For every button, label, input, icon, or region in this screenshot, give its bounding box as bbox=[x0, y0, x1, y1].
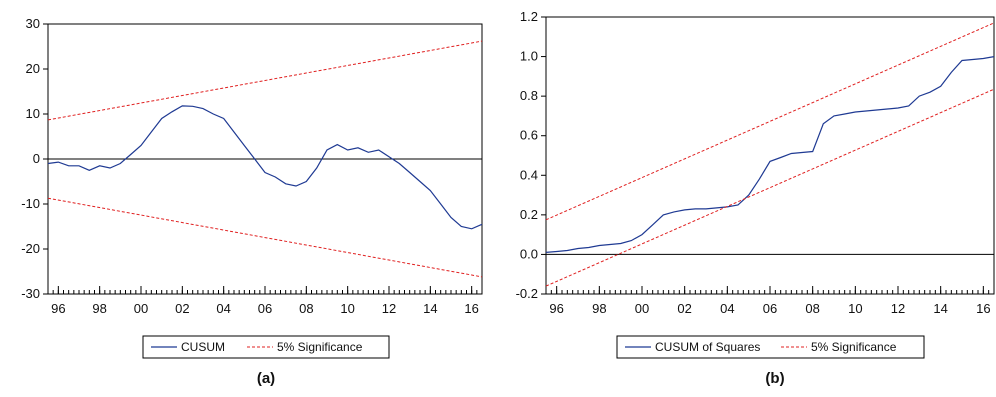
y-tick-label: 0.2 bbox=[520, 207, 538, 222]
x-tick-label: 12 bbox=[891, 301, 905, 316]
x-tick-label: 98 bbox=[92, 301, 106, 316]
cusum-of-squares-panel: 1.2 1.0 0.8 0.6 0.4 0.2 0.0 -0.2 96 98 00 02 04 06 08 1… bbox=[516, 9, 995, 387]
significance-bound-line bbox=[545, 88, 995, 287]
x-tick-label: 10 bbox=[848, 301, 862, 316]
y-tick-label: 20 bbox=[26, 61, 40, 76]
x-tick-label: 08 bbox=[299, 301, 313, 316]
y-tick-label: -20 bbox=[21, 241, 40, 256]
x-tick-label: 96 bbox=[549, 301, 563, 316]
y-tick-label: 30 bbox=[26, 16, 40, 31]
y-tick-label: 10 bbox=[26, 106, 40, 121]
panel-label: (a) bbox=[257, 370, 275, 387]
x-tick-label: 12 bbox=[382, 301, 396, 316]
y-tick-label: 0.4 bbox=[520, 167, 538, 182]
x-tick-label: 14 bbox=[933, 301, 947, 316]
x-tick-label: 06 bbox=[763, 301, 777, 316]
x-tick-label: 14 bbox=[423, 301, 437, 316]
legend-label-series: CUSUM of Squares bbox=[655, 340, 760, 354]
x-tick-label: 04 bbox=[720, 301, 734, 316]
x-tick-label: 98 bbox=[592, 301, 606, 316]
x-tick-label: 06 bbox=[258, 301, 272, 316]
legend-label-series: CUSUM bbox=[181, 340, 225, 354]
significance-bound-line bbox=[47, 40, 483, 121]
y-tick-label: 0.8 bbox=[520, 88, 538, 103]
y-tick-label: 1.0 bbox=[520, 49, 538, 64]
y-tick-label: 0 bbox=[33, 151, 40, 166]
x-tick-label: 16 bbox=[464, 301, 478, 316]
legend-box bbox=[616, 335, 925, 359]
x-tick-label: 00 bbox=[134, 301, 148, 316]
y-tick-label: 1.2 bbox=[520, 9, 538, 24]
cusum-panel: 30 20 10 0 -10 -20 -30 96 98 00 02 04 06 08 10 12 14 16 CU… bbox=[21, 16, 483, 387]
x-tick-label: 00 bbox=[635, 301, 649, 316]
legend-label-significance: 5% Significance bbox=[277, 340, 363, 354]
plot-frame bbox=[545, 16, 995, 295]
x-tick-label: 08 bbox=[805, 301, 819, 316]
panel-label: (b) bbox=[765, 370, 784, 387]
x-tick-label: 04 bbox=[216, 301, 230, 316]
series-line bbox=[545, 56, 995, 253]
x-tick-label: 02 bbox=[175, 301, 189, 316]
y-tick-label: 0.6 bbox=[520, 128, 538, 143]
legend-box bbox=[142, 335, 390, 359]
y-tick-label: 0.0 bbox=[520, 246, 538, 261]
y-tick-label: -0.2 bbox=[516, 286, 538, 301]
series-line bbox=[47, 105, 483, 230]
x-tick-label: 02 bbox=[677, 301, 691, 316]
significance-bound-line bbox=[47, 197, 483, 278]
x-tick-label: 10 bbox=[340, 301, 354, 316]
significance-bound-line bbox=[545, 22, 995, 221]
x-tick-label: 96 bbox=[51, 301, 65, 316]
legend-label-significance: 5% Significance bbox=[811, 340, 897, 354]
y-tick-label: -10 bbox=[21, 196, 40, 211]
x-tick-label: 16 bbox=[976, 301, 990, 316]
y-tick-label: -30 bbox=[21, 286, 40, 301]
